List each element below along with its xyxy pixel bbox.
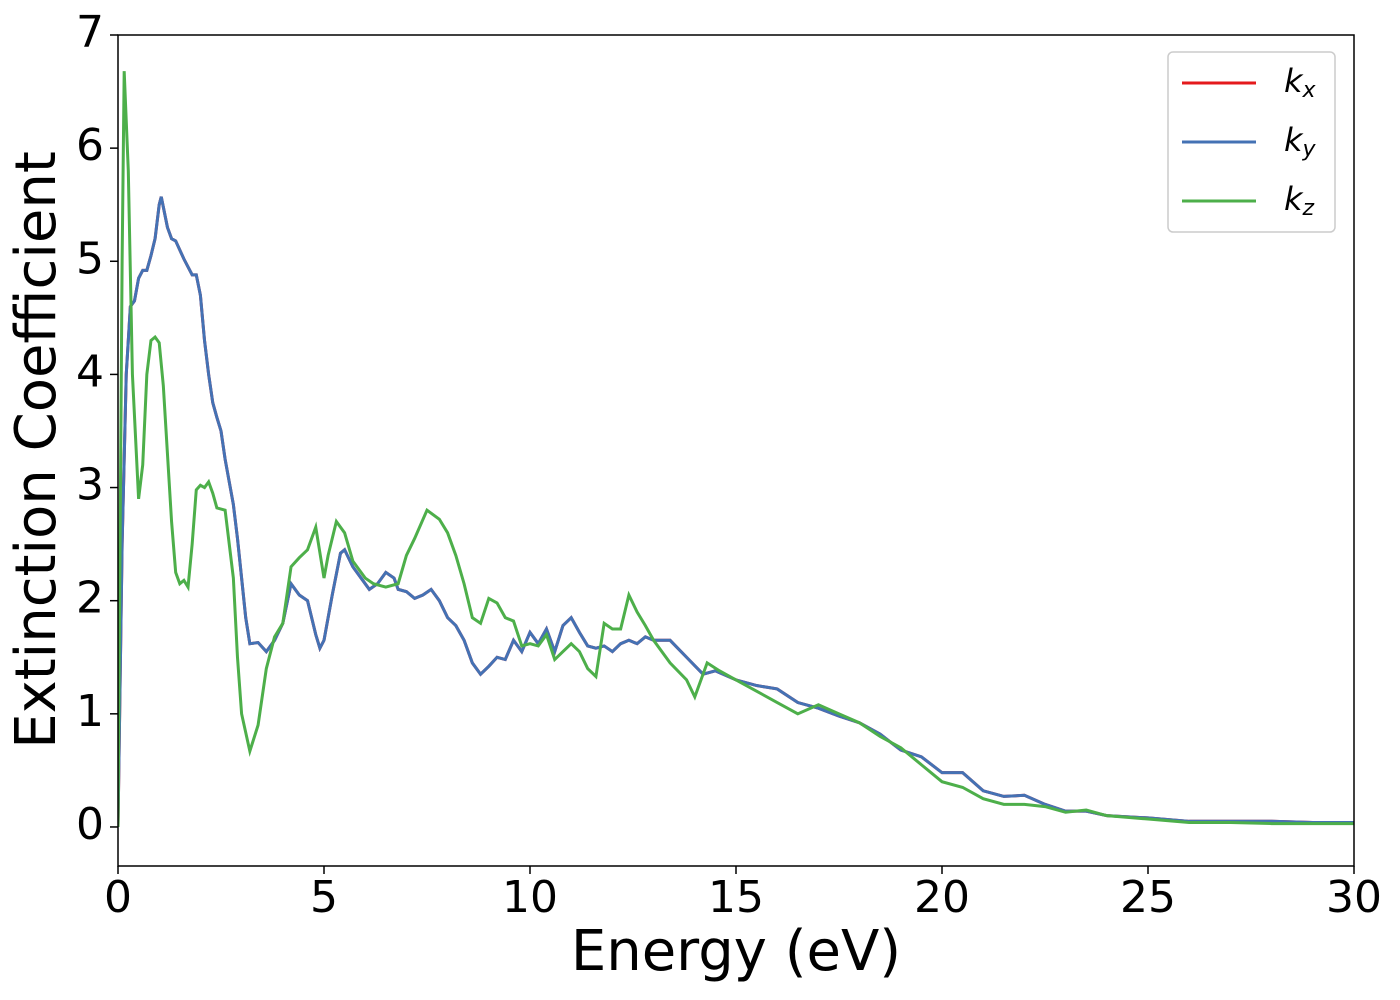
y-tick-label: 0 [76,799,104,850]
plot-frame [117,34,1355,867]
y-tick-label: 2 [76,573,104,624]
y-tick-label: 3 [76,460,104,511]
legend-label: ky [1284,121,1317,162]
data-line [118,71,1354,827]
x-tick-label: 20 [914,872,970,923]
legend-label: kz [1284,180,1315,221]
x-tick-label: 10 [502,872,558,923]
x-axis-label: Energy (eV) [571,919,901,984]
x-tick-label: 25 [1120,872,1176,923]
y-tick-label: 5 [76,233,104,284]
x-tick-label: 15 [708,872,764,923]
y-axis-label: Extinction Coefficient [4,151,69,749]
data-line [118,196,1354,827]
y-tick-label: 4 [76,346,104,397]
y-tick-label: 7 [76,7,104,58]
x-tick-label: 30 [1326,872,1382,923]
legend-label: kx [1284,62,1317,103]
data-line [118,196,1354,827]
y-tick-label: 1 [76,686,104,737]
x-tick-label: 5 [310,872,338,923]
y-tick-label: 6 [76,120,104,171]
x-tick-label: 0 [104,872,132,923]
